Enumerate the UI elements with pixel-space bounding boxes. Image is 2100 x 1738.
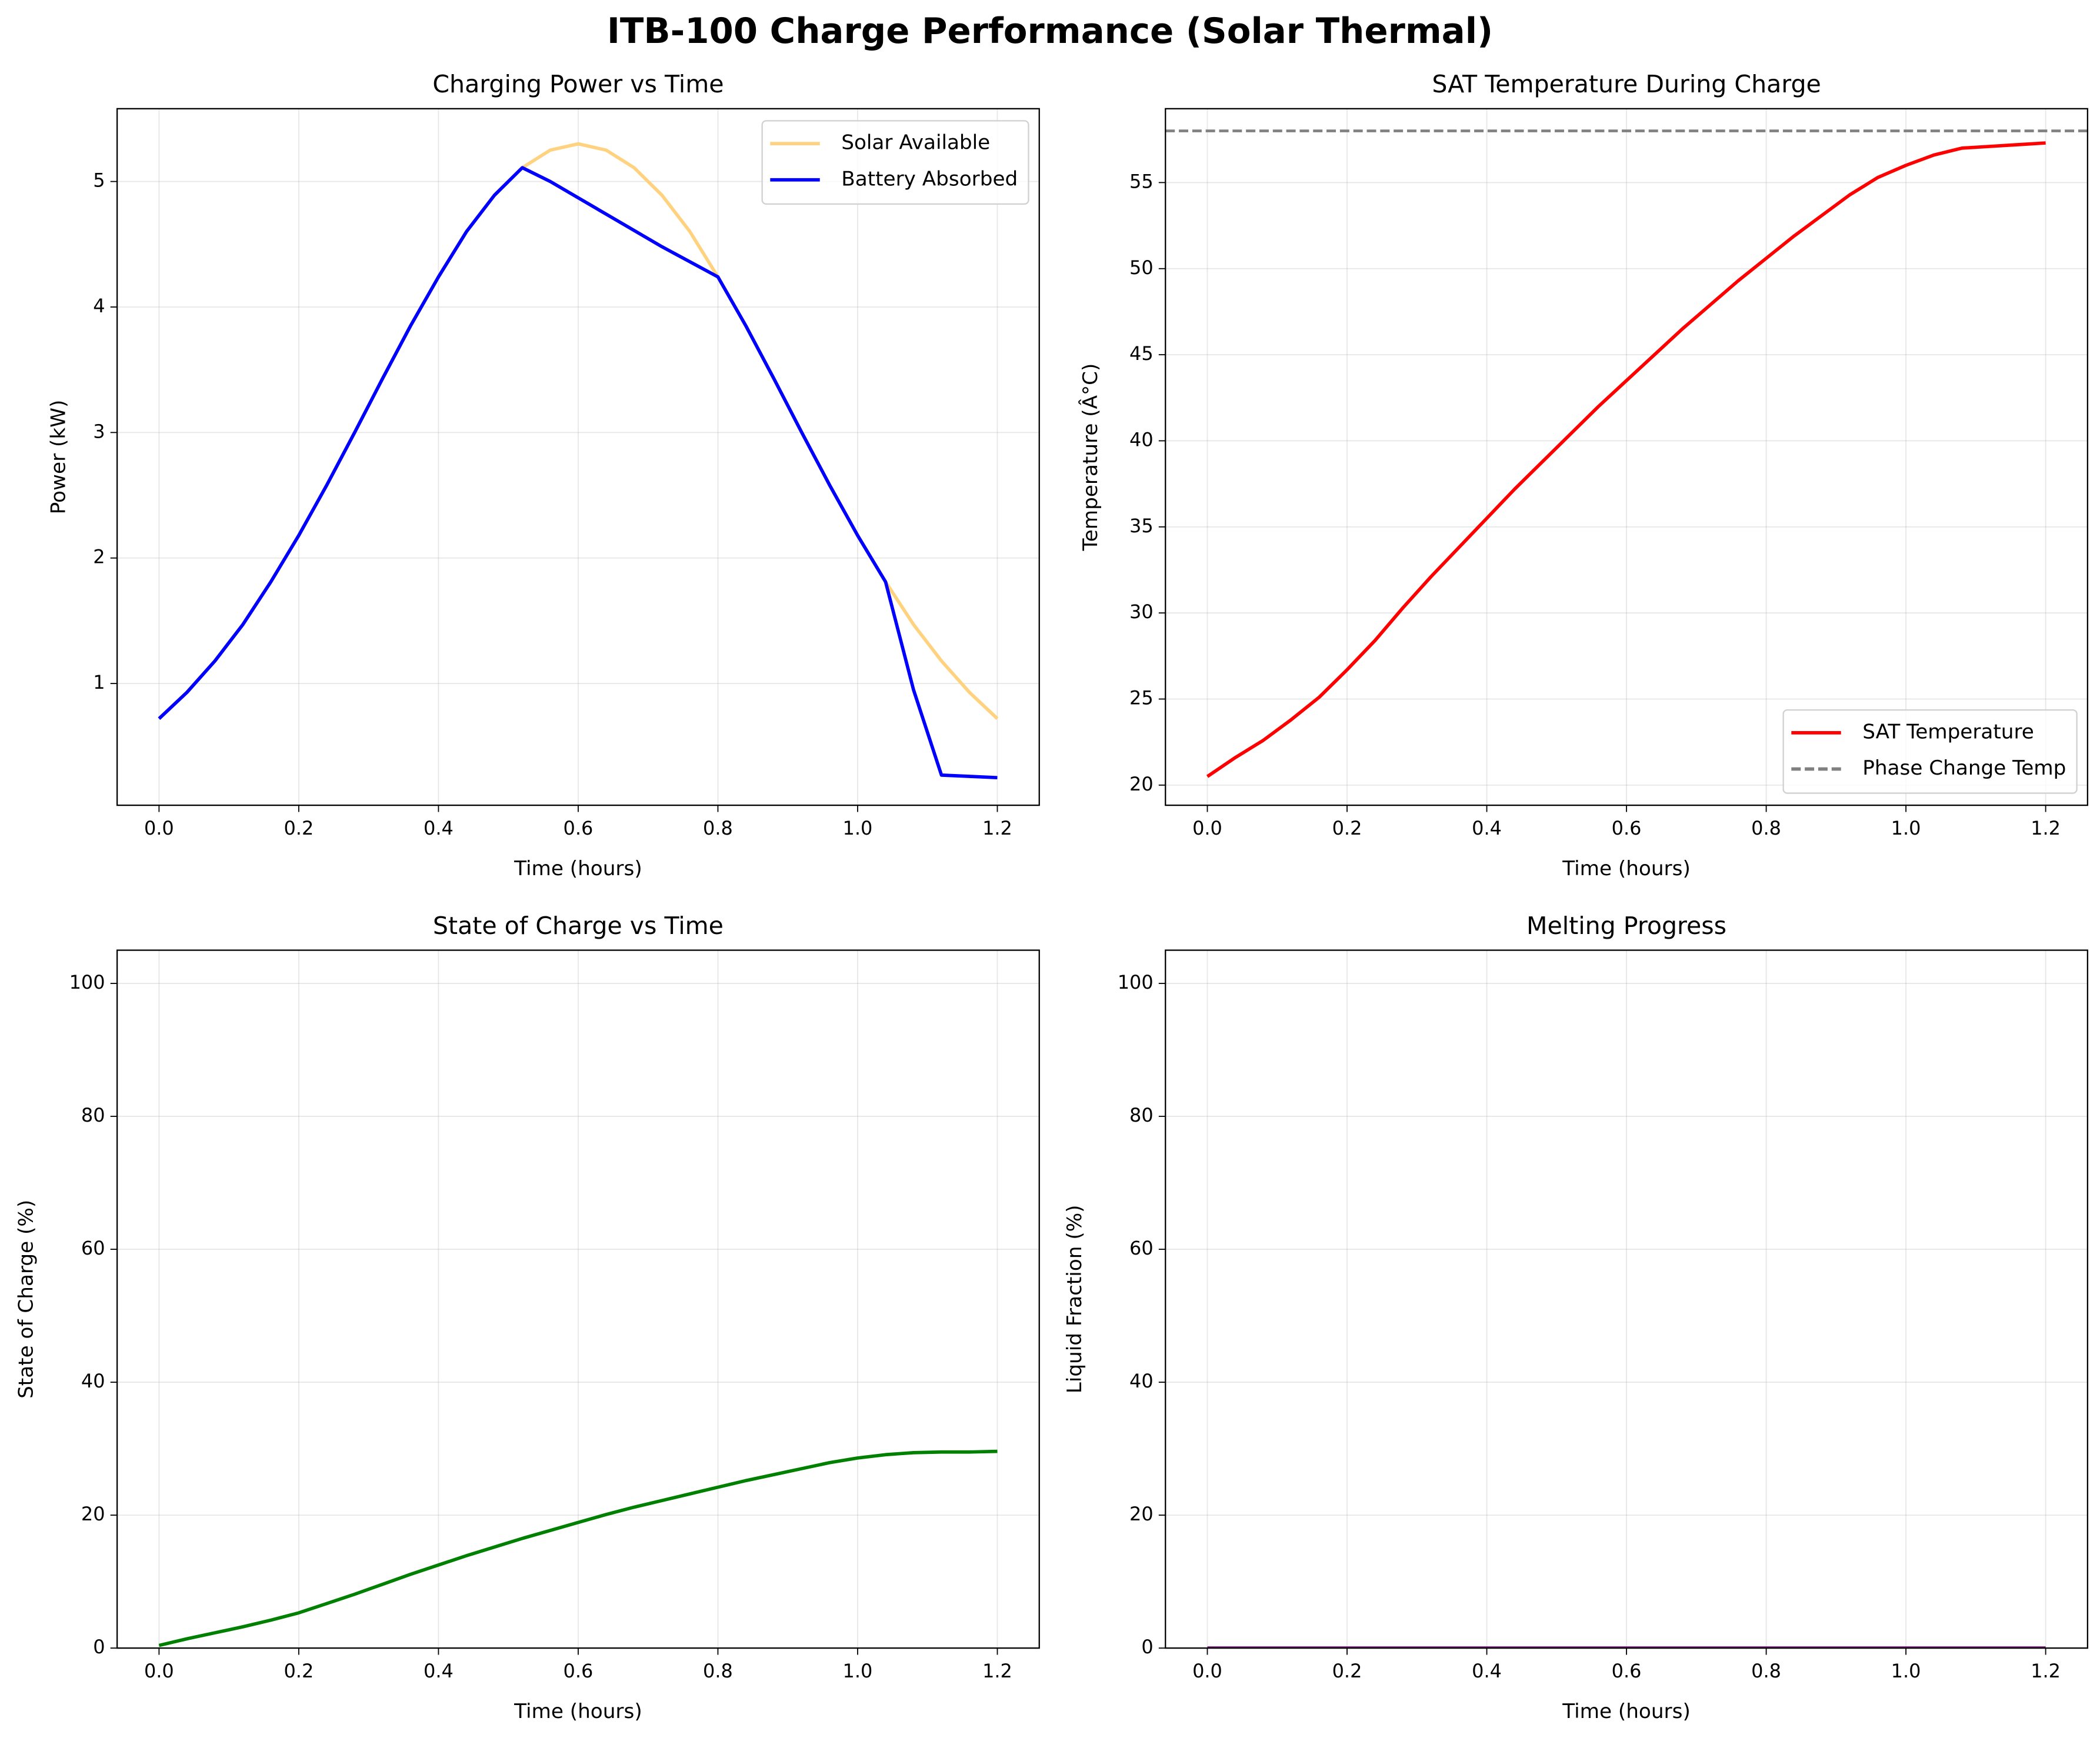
y-tick-label: 25 [1129, 687, 1154, 709]
subplot-title: Charging Power vs Time [432, 70, 724, 98]
x-tick-label: 0.2 [1332, 817, 1362, 839]
subplot-title: Melting Progress [1526, 912, 1726, 940]
x-tick-label: 0.2 [284, 817, 314, 839]
y-tick-label: 60 [81, 1237, 105, 1259]
x-axis-label: Time (hours) [1562, 857, 1691, 880]
axes-frame [116, 949, 1040, 1649]
x-tick-label: 0.4 [424, 817, 454, 839]
legend: SAT Temperature Phase Change Temp [1782, 709, 2078, 794]
x-tick-label: 1.0 [1891, 817, 1921, 839]
axes-frame [1165, 949, 2089, 1649]
x-tick-label: 0.0 [144, 817, 174, 839]
y-tick-label: 30 [1129, 601, 1154, 623]
y-tick-label: 0 [1141, 1636, 1153, 1658]
subplot: 0.0 0.2 0.4 0.6 0.8 1.0 1.2 20 25 30 35 40 45 50 55 SAT… [1078, 70, 2089, 880]
subplot: 0.0 0.2 0.4 0.6 0.8 1.0 1.2 0 20 40 60 80 100 Melting… [1063, 912, 2089, 1723]
x-tick-label: 1.2 [982, 1660, 1012, 1682]
x-tick-label: 1.0 [843, 817, 873, 839]
data-line [158, 166, 998, 780]
y-tick-label: 60 [1129, 1237, 1154, 1259]
axes-frame [116, 108, 1040, 806]
y-tick-label: 40 [1129, 428, 1154, 451]
data-line [1206, 141, 2046, 778]
x-tick-label: 0.8 [1751, 817, 1781, 839]
y-tick-label: 45 [1129, 342, 1154, 365]
x-tick-label: 0.4 [1472, 1660, 1502, 1682]
x-tick-label: 0.8 [1751, 1660, 1781, 1682]
subplot-title: State of Charge vs Time [433, 912, 724, 940]
y-tick-label: 0 [93, 1636, 105, 1658]
x-tick-label: 0.4 [1472, 817, 1502, 839]
x-axis-label: Time (hours) [1562, 1700, 1691, 1723]
y-tick-label: 3 [93, 420, 105, 442]
y-tick-label: 20 [1129, 773, 1154, 795]
legend-box [1782, 709, 2078, 794]
x-tick-label: 1.2 [2031, 817, 2061, 839]
y-axis-label: Temperature (Â°C) [1078, 363, 1102, 552]
legend-label: Phase Change Temp [1862, 756, 2066, 780]
subplot: 0.0 0.2 0.4 0.6 0.8 1.0 1.2 1 2 3 4 5 Charging Power… [46, 70, 1040, 880]
y-tick-label: 100 [69, 971, 105, 993]
y-tick-label: 35 [1129, 515, 1154, 537]
x-tick-label: 0.6 [1612, 1660, 1642, 1682]
x-tick-label: 0.2 [1332, 1660, 1362, 1682]
y-tick-label: 40 [81, 1370, 105, 1392]
axes-frame [1165, 108, 2089, 806]
x-tick-label: 0.8 [703, 817, 733, 839]
y-tick-label: 20 [1129, 1503, 1154, 1525]
x-tick-label: 0.2 [284, 1660, 314, 1682]
y-tick-label: 55 [1129, 170, 1154, 192]
data-line [158, 1449, 998, 1647]
y-tick-label: 40 [1129, 1370, 1154, 1392]
y-tick-label: 80 [81, 1104, 105, 1126]
y-tick-label: 20 [81, 1503, 105, 1525]
y-tick-label: 80 [1129, 1104, 1154, 1126]
legend-label: Solar Available [841, 131, 990, 155]
y-tick-label: 2 [93, 546, 105, 568]
x-tick-label: 1.2 [982, 817, 1012, 839]
legend-label: SAT Temperature [1862, 720, 2034, 743]
x-tick-label: 0.0 [144, 1660, 174, 1682]
y-tick-label: 50 [1129, 256, 1154, 279]
y-tick-label: 5 [93, 169, 105, 192]
y-tick-label: 1 [93, 671, 105, 693]
subplot-title: SAT Temperature During Charge [1432, 70, 1821, 98]
y-axis-label: State of Charge (%) [15, 1200, 38, 1399]
y-tick-label: 100 [1118, 971, 1154, 993]
x-tick-label: 0.6 [1612, 817, 1642, 839]
y-tick-label: 4 [93, 295, 105, 317]
x-axis-label: Time (hours) [514, 857, 642, 880]
x-tick-label: 0.0 [1192, 817, 1222, 839]
x-tick-label: 0.4 [424, 1660, 454, 1682]
x-tick-label: 0.6 [564, 1660, 594, 1682]
y-axis-label: Power (kW) [46, 400, 70, 515]
x-axis-label: Time (hours) [514, 1700, 642, 1723]
legend-label: Battery Absorbed [841, 167, 1018, 191]
y-axis-label: Liquid Fraction (%) [1063, 1205, 1086, 1393]
legend-box [761, 120, 1029, 205]
legend: Solar Available Battery Absorbed [761, 120, 1029, 205]
x-tick-label: 0.8 [703, 1660, 733, 1682]
subplot: 0.0 0.2 0.4 0.6 0.8 1.0 1.2 0 20 40 60 80 100 State o… [15, 912, 1040, 1723]
x-tick-label: 0.6 [564, 817, 594, 839]
figure-title: ITB-100 Charge Performance (Solar Therma… [607, 11, 1493, 51]
x-tick-label: 0.0 [1192, 1660, 1222, 1682]
x-tick-label: 1.2 [2031, 1660, 2061, 1682]
x-tick-label: 1.0 [843, 1660, 873, 1682]
x-tick-label: 1.0 [1891, 1660, 1921, 1682]
